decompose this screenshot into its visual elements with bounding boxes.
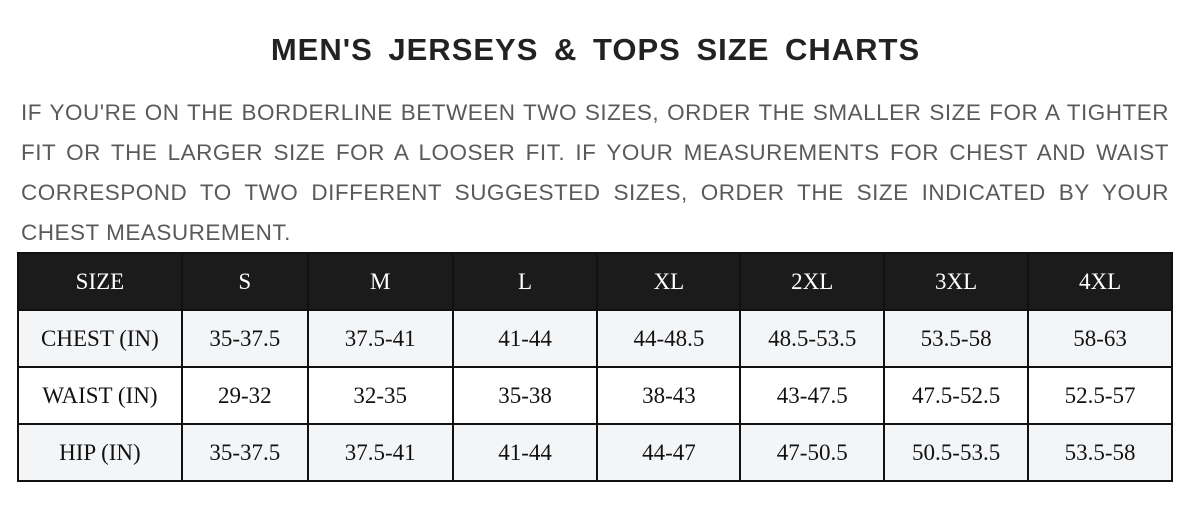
table-cell: M: [306, 252, 454, 311]
table-cell: 53.5-58: [883, 309, 1030, 368]
table-cell: 58-63: [1027, 309, 1173, 368]
table-cell: 29-32: [180, 366, 309, 425]
table-cell: 32-35: [306, 366, 454, 425]
table-cell: 41-44: [451, 309, 599, 368]
table-cell: 4XL: [1027, 252, 1173, 311]
size-advice-text: IF YOU'RE ON THE BORDERLINE BETWEEN TWO …: [21, 100, 1169, 245]
table-cell: 35-37.5: [180, 423, 309, 482]
table-cell: 37.5-41: [306, 423, 454, 482]
size-chart-table: SIZE S M L XL 2XL 3XL 4XL CHEST (IN) 35-37.5 37.5-…: [17, 252, 1173, 482]
row-label-cell: CHEST (IN): [17, 309, 183, 368]
table-cell: 44-48.5: [596, 309, 742, 368]
table-cell: 37.5-41: [306, 309, 454, 368]
table-header-row: SIZE S M L XL 2XL 3XL 4XL: [17, 252, 1173, 311]
table-cell: 3XL: [883, 252, 1030, 311]
table-cell: 50.5-53.5: [883, 423, 1030, 482]
table-row: HIP (IN) 35-37.5 37.5-41 41-44 44-47 47-50.5 5…: [17, 423, 1173, 482]
table-cell: L: [451, 252, 599, 311]
row-label-cell: SIZE: [17, 252, 183, 311]
page-title: MEN'S JERSEYS & TOPS SIZE CHARTS: [270, 32, 921, 67]
table-cell: 2XL: [739, 252, 886, 311]
table-cell: 53.5-58: [1027, 423, 1173, 482]
row-label-cell: HIP (IN): [17, 423, 183, 482]
table-cell: 38-43: [596, 366, 742, 425]
table-cell: 43-47.5: [739, 366, 886, 425]
table-cell: 35-38: [451, 366, 599, 425]
table-cell: 47.5-52.5: [883, 366, 1030, 425]
row-label-cell: WAIST (IN): [17, 366, 183, 425]
table-cell: S: [180, 252, 309, 311]
table-cell: 48.5-53.5: [739, 309, 886, 368]
table-cell: XL: [596, 252, 742, 311]
table-row: WAIST (IN) 29-32 32-35 35-38 38-43 43-47.5 47.…: [17, 366, 1173, 425]
table-row: CHEST (IN) 35-37.5 37.5-41 41-44 44-48.5 48.5…: [17, 309, 1173, 368]
table-cell: 52.5-57: [1027, 366, 1173, 425]
table-cell: 47-50.5: [739, 423, 886, 482]
table-cell: 41-44: [451, 423, 599, 482]
table-cell: 44-47: [596, 423, 742, 482]
table-cell: 35-37.5: [180, 309, 309, 368]
